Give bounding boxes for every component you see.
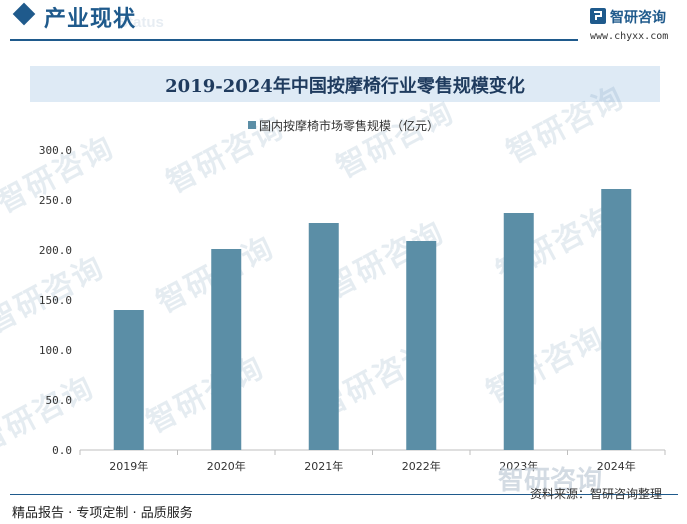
x-tick-label: 2024年 [597,459,636,473]
bar [601,189,632,450]
x-tick-label: 2022年 [402,459,441,473]
chart-title-band: 2019-2024年中国按摩椅行业零售规模变化 [30,66,660,102]
section-subtitle: Status [118,14,164,31]
x-tick-label: 2020年 [207,459,246,473]
header-divider [10,39,578,41]
x-tick-label: 2021年 [304,459,343,473]
source-note: 资料来源：智研咨询整理 [530,487,663,501]
footer-tagline: 精品报告 · 专项定制 · 品质服务 [12,506,193,521]
chart-title: 2019-2024年中国按摩椅行业零售规模变化 [165,76,525,97]
legend-label: 国内按摩椅市场零售规模（亿元） [259,118,439,133]
y-tick-label: 250.0 [39,194,72,207]
page-header: Status 产业现状 智研咨询 www.chyxx.com [0,0,687,44]
bar [503,213,534,450]
y-tick-label: 100.0 [39,344,72,357]
section-title: 产业现状 [44,7,137,32]
footer-watermark: 智研咨询 [498,466,603,496]
brand-logo-icon [590,8,606,24]
x-tick-label: 2023年 [499,459,538,473]
y-tick-label: 50.0 [46,394,73,407]
y-tick-label: 300.0 [39,144,72,157]
legend-swatch [248,121,256,129]
y-tick-label: 200.0 [39,244,72,257]
footer-divider [10,494,678,495]
bar [211,249,242,450]
bar [113,310,144,450]
y-tick-label: 0.0 [52,444,72,457]
y-tick-label: 150.0 [39,294,72,307]
brand-url: www.chyxx.com [590,31,669,42]
bar [406,241,437,450]
bar [308,223,339,450]
brand-name: 智研咨询 [610,10,666,26]
x-tick-label: 2019年 [109,459,148,473]
